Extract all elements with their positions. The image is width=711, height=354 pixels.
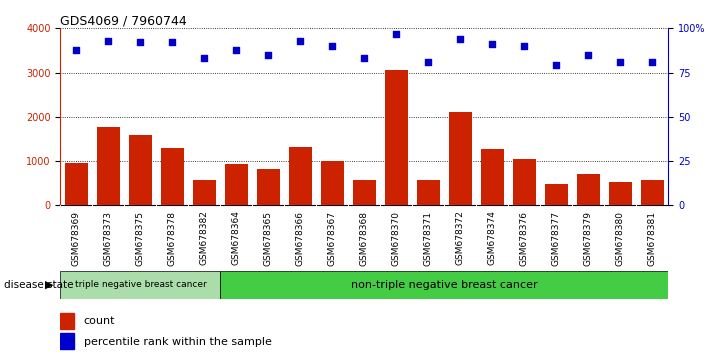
- Bar: [641, 180, 663, 205]
- Text: GSM678375: GSM678375: [136, 211, 145, 266]
- Bar: [129, 135, 151, 205]
- Point: [135, 40, 146, 45]
- Point: [358, 56, 370, 61]
- Bar: [577, 175, 599, 205]
- Point: [422, 59, 434, 65]
- Bar: [65, 163, 87, 205]
- Text: GSM678365: GSM678365: [264, 211, 273, 266]
- Text: GSM678366: GSM678366: [296, 211, 305, 266]
- Point: [103, 38, 114, 44]
- Text: GSM678377: GSM678377: [552, 211, 561, 266]
- Point: [647, 59, 658, 65]
- FancyBboxPatch shape: [60, 271, 220, 299]
- Text: GSM678379: GSM678379: [584, 211, 593, 266]
- Text: GSM678378: GSM678378: [168, 211, 177, 266]
- Bar: [545, 184, 567, 205]
- Point: [294, 38, 306, 44]
- Text: GSM678368: GSM678368: [360, 211, 369, 266]
- Point: [518, 43, 530, 49]
- Text: GSM678376: GSM678376: [520, 211, 529, 266]
- Point: [71, 47, 82, 52]
- Point: [614, 59, 626, 65]
- Text: non-triple negative breast cancer: non-triple negative breast cancer: [351, 280, 538, 290]
- Bar: [481, 149, 503, 205]
- Bar: [513, 159, 535, 205]
- Text: GSM678371: GSM678371: [424, 211, 433, 266]
- Text: GSM678374: GSM678374: [488, 211, 497, 266]
- Point: [486, 41, 498, 47]
- Bar: [449, 113, 471, 205]
- Text: percentile rank within the sample: percentile rank within the sample: [83, 337, 272, 347]
- Point: [583, 52, 594, 58]
- Bar: [60, 333, 74, 349]
- Text: count: count: [83, 316, 115, 326]
- Bar: [60, 313, 74, 329]
- Bar: [193, 180, 215, 205]
- Point: [230, 47, 242, 52]
- Point: [326, 43, 338, 49]
- Text: GSM678367: GSM678367: [328, 211, 337, 266]
- Text: GSM678369: GSM678369: [72, 211, 81, 266]
- Bar: [97, 127, 119, 205]
- Text: GSM678380: GSM678380: [616, 211, 625, 266]
- Point: [262, 52, 274, 58]
- Point: [550, 63, 562, 68]
- Point: [391, 31, 402, 36]
- Bar: [417, 180, 439, 205]
- Text: GSM678372: GSM678372: [456, 211, 465, 266]
- Point: [166, 40, 178, 45]
- Bar: [225, 164, 247, 205]
- Text: GSM678381: GSM678381: [648, 211, 657, 266]
- Bar: [609, 182, 631, 205]
- Point: [198, 56, 210, 61]
- Text: GSM678364: GSM678364: [232, 211, 241, 266]
- Text: GDS4069 / 7960744: GDS4069 / 7960744: [60, 14, 187, 27]
- Text: GSM678382: GSM678382: [200, 211, 209, 266]
- Bar: [161, 148, 183, 205]
- FancyBboxPatch shape: [220, 271, 684, 299]
- Bar: [321, 161, 343, 205]
- Bar: [385, 70, 407, 205]
- Text: GSM678370: GSM678370: [392, 211, 401, 266]
- Bar: [353, 180, 375, 205]
- Bar: [257, 169, 279, 205]
- Text: ▶: ▶: [45, 280, 53, 290]
- Point: [455, 36, 466, 42]
- Text: GSM678373: GSM678373: [104, 211, 113, 266]
- Text: disease state: disease state: [4, 280, 73, 290]
- Bar: [289, 147, 311, 205]
- Text: triple negative breast cancer: triple negative breast cancer: [75, 280, 206, 290]
